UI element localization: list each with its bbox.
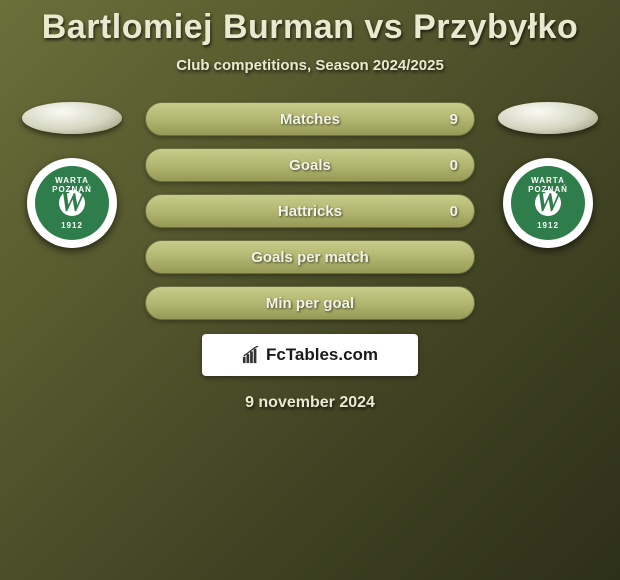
player-right-photo-placeholder xyxy=(498,102,598,134)
club-crest-left: WARTA POZNAŃ W 1912 xyxy=(27,158,117,248)
crest-year: 1912 xyxy=(35,221,109,230)
crest-letter: W xyxy=(536,187,561,219)
stat-row-goals-per-match: Goals per match xyxy=(145,240,475,274)
chart-bars-icon xyxy=(242,346,260,364)
stat-value-right: 0 xyxy=(450,203,458,220)
season-subtitle: Club competitions, Season 2024/2025 xyxy=(0,57,620,74)
stat-label: Hattricks xyxy=(278,203,342,220)
stat-label: Goals per match xyxy=(251,249,369,266)
stats-column: Matches 9 Goals 0 Hattricks 0 Goals per … xyxy=(145,102,475,320)
brand-watermark: FcTables.com xyxy=(202,334,418,376)
player-left-photo-placeholder xyxy=(22,102,122,134)
stat-row-goals: Goals 0 xyxy=(145,148,475,182)
stat-label: Goals xyxy=(289,157,331,174)
stat-value-right: 9 xyxy=(450,111,458,128)
comparison-body: WARTA POZNAŃ W 1912 Matches 9 Goals 0 Ha… xyxy=(0,102,620,320)
stat-value-right: 0 xyxy=(450,157,458,174)
club-crest-right: WARTA POZNAŃ W 1912 xyxy=(503,158,593,248)
stat-label: Min per goal xyxy=(266,295,354,312)
crest-inner: W xyxy=(59,190,85,216)
player-left-column: WARTA POZNAŃ W 1912 xyxy=(17,102,127,248)
snapshot-date: 9 november 2024 xyxy=(0,394,620,412)
stat-row-hattricks: Hattricks 0 xyxy=(145,194,475,228)
stat-label: Matches xyxy=(280,111,340,128)
player-right-column: WARTA POZNAŃ W 1912 xyxy=(493,102,603,248)
crest-ring: WARTA POZNAŃ W 1912 xyxy=(35,166,109,240)
stat-row-matches: Matches 9 xyxy=(145,102,475,136)
crest-letter: W xyxy=(60,187,85,219)
crest-year: 1912 xyxy=(511,221,585,230)
infographic-card: Bartlomiej Burman vs Przybyłko Club comp… xyxy=(0,0,620,580)
comparison-title: Bartlomiej Burman vs Przybyłko xyxy=(0,8,620,47)
crest-inner: W xyxy=(535,190,561,216)
stat-row-min-per-goal: Min per goal xyxy=(145,286,475,320)
brand-text: FcTables.com xyxy=(266,345,378,365)
crest-ring: WARTA POZNAŃ W 1912 xyxy=(511,166,585,240)
